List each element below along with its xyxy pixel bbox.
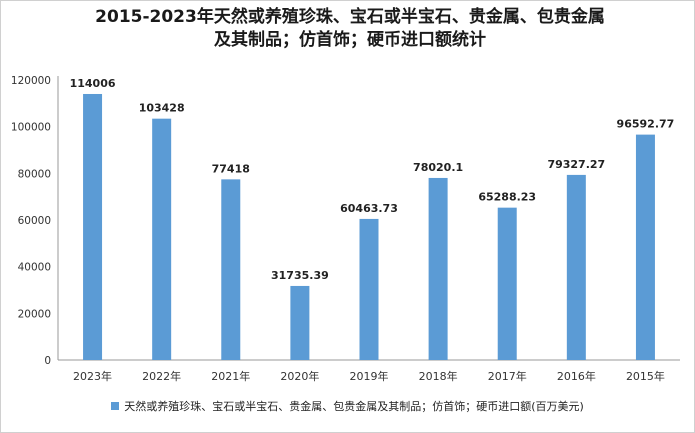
data-label: 114006: [70, 77, 116, 90]
bar: [221, 179, 241, 360]
y-tick-label: 80000: [18, 168, 51, 180]
bar: [290, 285, 310, 360]
y-tick-label: 120000: [11, 75, 51, 87]
data-label: 78020.1: [413, 161, 463, 174]
x-tick-label: 2016年: [557, 369, 596, 383]
data-labels: 114006 103428 77418 31735.39 60463.73 78020.1…: [70, 77, 675, 282]
x-tick-label: 2021年: [211, 369, 250, 383]
x-tick-label: 2020年: [280, 369, 319, 383]
data-label: 77418: [212, 162, 250, 175]
x-tick-label: 2018年: [419, 369, 458, 383]
y-tick-label: 60000: [18, 215, 51, 227]
x-tick-label: 2017年: [488, 369, 527, 383]
chart-title: 2015-2023年天然或养殖珍珠、宝石或半宝石、贵金属、包贵金属 及其制品；仿…: [40, 6, 660, 52]
x-tick-label: 2023年: [73, 369, 112, 383]
data-label: 103428: [139, 102, 185, 115]
bar: [83, 93, 103, 361]
bars: [83, 93, 655, 361]
bar: [497, 207, 517, 360]
bar: [428, 177, 448, 360]
y-tick-label: 40000: [18, 262, 51, 274]
x-tick-label: 2022年: [142, 369, 181, 383]
chart-title-line-2: 及其制品；仿首饰；硬币进口额统计: [214, 30, 486, 50]
x-tick-label: 2015年: [626, 369, 665, 383]
bar: [566, 174, 586, 360]
data-label: 96592.77: [617, 118, 675, 131]
data-label: 65288.23: [478, 191, 536, 204]
y-tick-label: 0: [44, 355, 51, 367]
bar: [359, 218, 379, 360]
x-tick-label: 2019年: [350, 369, 389, 383]
y-axis-ticks: 0 20000 40000 60000 80000 100000 120000: [11, 75, 51, 367]
x-axis-ticks: 2023年 2022年 2021年 2020年 2019年 2018年 2017年 2016年…: [73, 369, 665, 383]
y-tick-label: 20000: [18, 308, 51, 320]
chart-title-line-1: 2015-2023年天然或养殖珍珠、宝石或半宝石、贵金属、包贵金属: [95, 7, 605, 27]
data-label: 31735.39: [271, 269, 329, 282]
bar: [635, 134, 655, 360]
y-tick-label: 100000: [11, 122, 51, 134]
data-label: 79327.27: [547, 158, 605, 171]
legend-swatch: [111, 402, 120, 410]
bar: [152, 118, 172, 360]
legend: 天然或养殖珍珠、宝石或半宝石、贵金属、包贵金属及其制品；仿首饰；硬币进口额(百万…: [0, 398, 695, 414]
data-label: 60463.73: [340, 202, 398, 215]
legend-label: 天然或养殖珍珠、宝石或半宝石、贵金属、包贵金属及其制品；仿首饰；硬币进口额(百万…: [124, 400, 584, 413]
